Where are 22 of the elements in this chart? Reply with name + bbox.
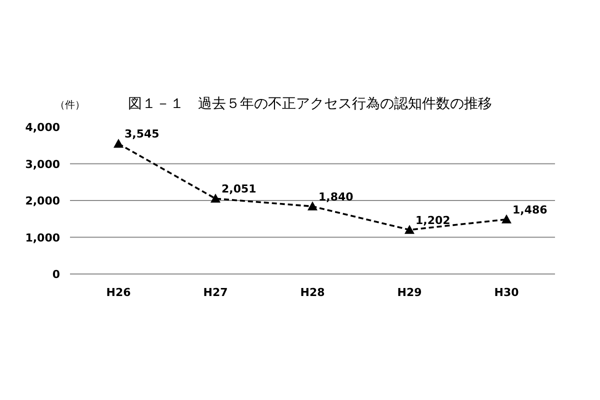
data-label: 3,545 bbox=[124, 128, 160, 141]
data-label: 1,486 bbox=[512, 203, 548, 216]
y-tick-label: 4,000 bbox=[25, 121, 60, 134]
x-tick-label: H28 bbox=[300, 286, 325, 299]
x-tick-label: H27 bbox=[203, 286, 228, 299]
x-tick-label: H30 bbox=[494, 286, 520, 299]
y-tick-label: 2,000 bbox=[25, 194, 60, 208]
chart-title: 図１－１ 過去５年の不正アクセス行為の認知件数の推移 bbox=[128, 96, 492, 112]
data-label: 1,840 bbox=[318, 190, 354, 204]
point bbox=[210, 194, 220, 203]
data-label: 2,051 bbox=[222, 182, 256, 196]
point bbox=[114, 138, 124, 148]
y-tick-label: 0 bbox=[52, 268, 60, 281]
point bbox=[404, 224, 414, 234]
data-label: 1,202 bbox=[416, 214, 450, 227]
y-tick-label: 3,000 bbox=[25, 158, 60, 171]
x-tick-label: H26 bbox=[106, 286, 132, 299]
point bbox=[308, 201, 318, 210]
x-tick-label: H29 bbox=[397, 286, 422, 299]
y-tick-label: 1,000 bbox=[25, 231, 60, 244]
y-axis-title: （件） bbox=[55, 100, 85, 111]
point bbox=[502, 214, 512, 224]
